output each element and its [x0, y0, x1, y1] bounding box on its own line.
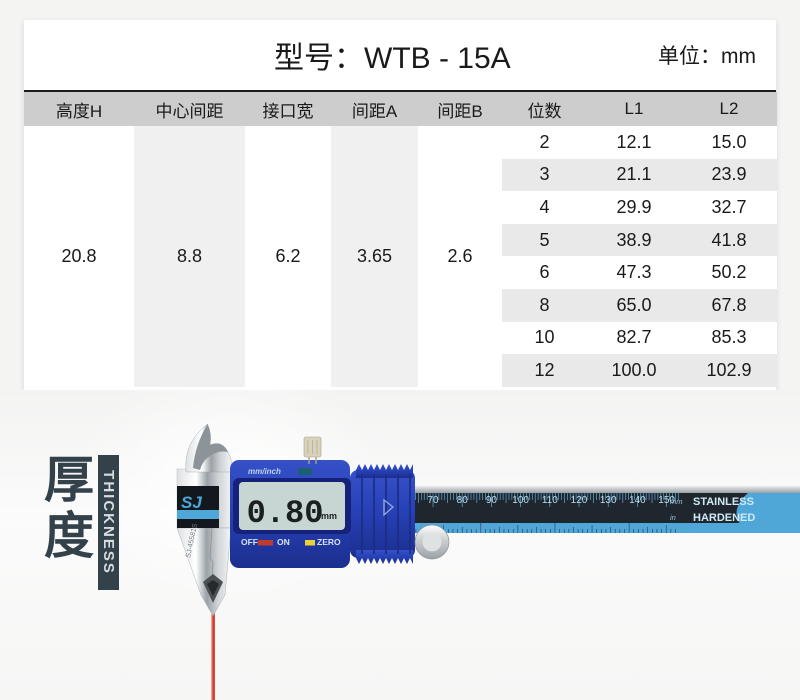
- svg-text:130: 130: [600, 495, 617, 506]
- svg-text:SJ: SJ: [181, 493, 202, 512]
- svg-text:mm/inch: mm/inch: [248, 467, 281, 476]
- svg-text:120: 120: [571, 495, 588, 506]
- svg-text:0: 0: [204, 511, 209, 520]
- svg-text:100: 100: [512, 495, 529, 506]
- svg-text:OFF: OFF: [241, 537, 258, 547]
- svg-text:STAINLESS: STAINLESS: [693, 496, 754, 508]
- svg-text:HARDENED: HARDENED: [693, 512, 755, 524]
- svg-text:110: 110: [542, 495, 558, 506]
- svg-text:0.80: 0.80: [247, 495, 324, 532]
- svg-text:in: in: [670, 513, 676, 522]
- svg-text:ZERO: ZERO: [317, 537, 341, 547]
- svg-text:90: 90: [486, 495, 498, 506]
- svg-text:mm: mm: [321, 511, 337, 521]
- svg-text:mm: mm: [670, 497, 683, 506]
- svg-text:140: 140: [629, 495, 646, 506]
- svg-text:ON: ON: [277, 537, 290, 547]
- svg-text:70: 70: [427, 495, 439, 506]
- svg-text:80: 80: [457, 495, 469, 506]
